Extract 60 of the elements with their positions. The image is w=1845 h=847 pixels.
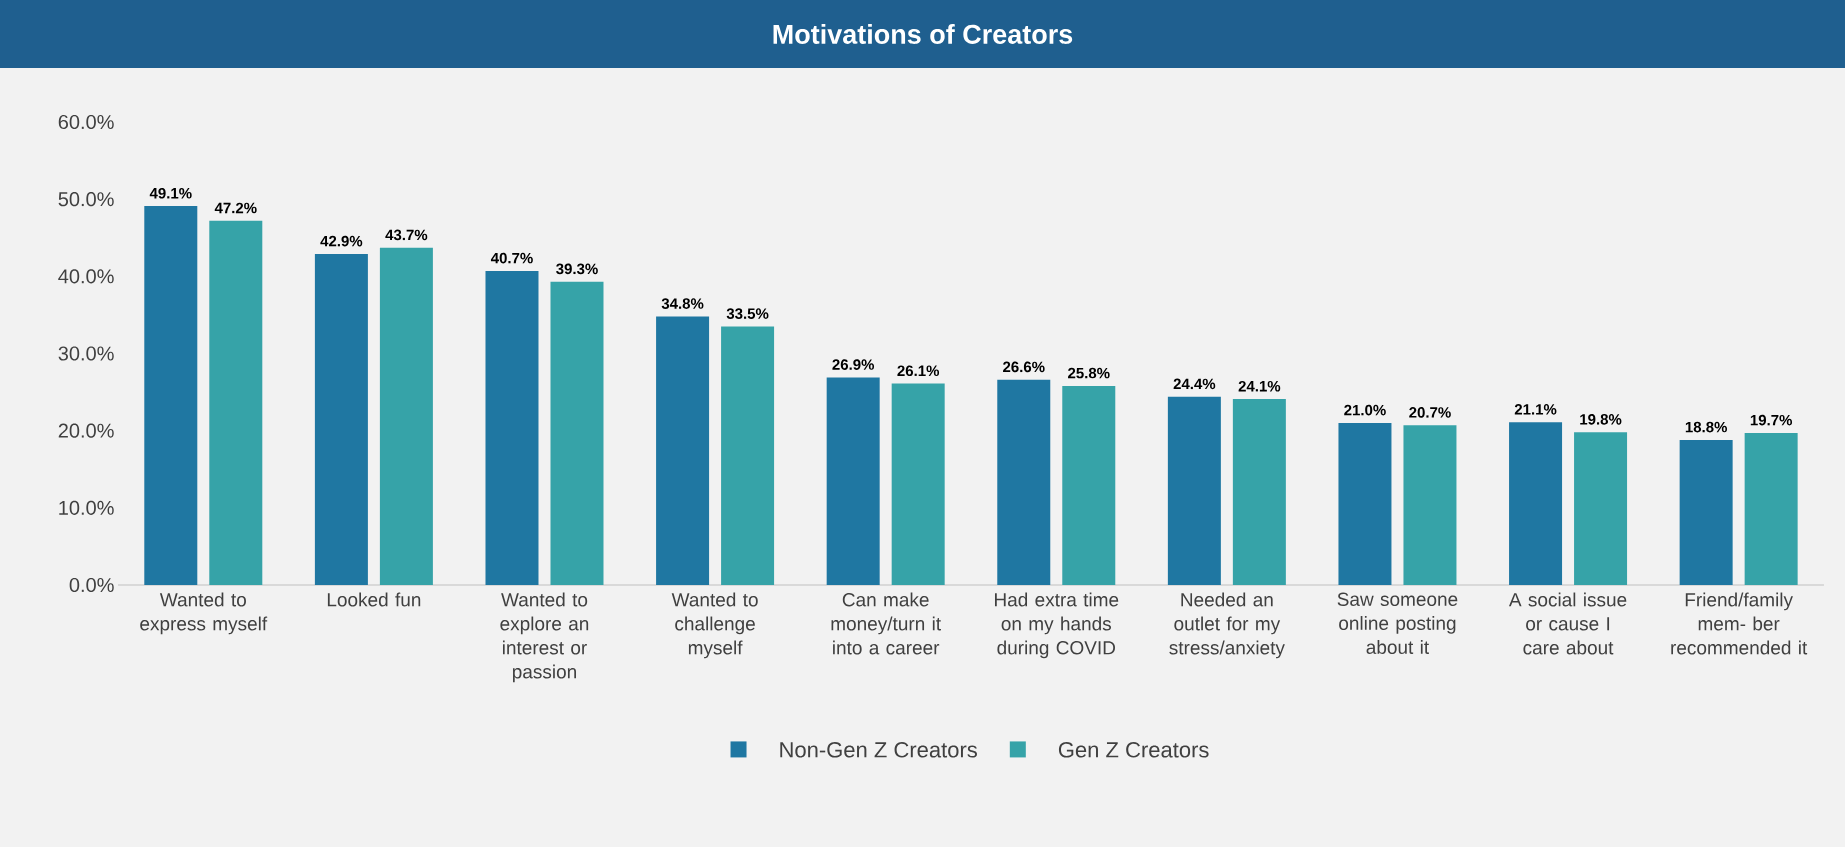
x-tick-label: Wanted to express myself (140, 592, 268, 635)
bar (826, 377, 880, 585)
x-tick-label: Had extra time on my hands during COVID (995, 592, 1119, 659)
bar (1679, 439, 1733, 585)
x-tick-label: Wanted to explore an interest or passion (500, 592, 589, 683)
x-tick-label: A social issue or cause I care about (1508, 592, 1627, 655)
bar (1574, 432, 1628, 585)
data-label: 19.8% (1580, 414, 1622, 425)
x-tick-label: Friend/family mem- ber recommended it (1671, 592, 1808, 655)
x-tick-label: Looked fun (327, 592, 421, 607)
y-tick-label: 20.0% (58, 423, 114, 438)
y-tick-label: 50.0% (58, 192, 114, 207)
bar (550, 281, 604, 585)
bar (1062, 385, 1116, 585)
x-tick-label: Needed an outlet for my stress/anxiety (1169, 592, 1285, 659)
y-tick-label: 30.0% (58, 346, 114, 361)
data-label: 20.7% (1409, 407, 1451, 418)
legend-label: Gen Z Creators (1058, 741, 1209, 758)
bar (314, 253, 368, 585)
y-tick-label: 10.0% (59, 500, 114, 515)
bar (1167, 396, 1221, 585)
data-label: 18.8% (1685, 421, 1728, 433)
data-label: 26.9% (832, 359, 875, 370)
chart-title: Motivations of Creators (773, 24, 1073, 44)
legend-label: Non-Gen Z Creators (780, 741, 977, 758)
bar (997, 379, 1051, 585)
data-label: 26.1% (897, 365, 940, 377)
y-tick-label: 0.0% (69, 577, 114, 593)
bar (1403, 425, 1457, 585)
data-label: 43.7% (385, 229, 428, 241)
bar (656, 316, 710, 585)
bar (144, 206, 198, 585)
bar (485, 270, 539, 585)
data-label: 21.1% (1514, 404, 1557, 415)
data-label: 47.2% (214, 202, 257, 214)
data-label: 24.1% (1238, 380, 1281, 392)
bar (1232, 399, 1286, 585)
x-tick-label: Can make money/turn it into a career (831, 592, 941, 655)
bar (379, 247, 433, 585)
bar (1338, 422, 1392, 585)
data-label: 21.0% (1344, 404, 1386, 416)
bar (209, 220, 263, 585)
data-label: 39.3% (556, 263, 598, 275)
data-label: 40.7% (490, 252, 533, 264)
data-label: 34.8% (661, 298, 704, 309)
x-tick-label: Wanted to challenge myself (671, 592, 758, 659)
data-label: 42.9% (320, 235, 363, 247)
data-label: 49.1% (149, 187, 192, 199)
x-tick-label: Saw someone online posting about it (1337, 592, 1458, 654)
bar (891, 383, 945, 585)
data-label: 33.5% (726, 308, 769, 319)
data-label: 25.8% (1068, 367, 1110, 379)
data-label: 26.6% (1003, 361, 1045, 373)
y-tick-label: 60.0% (58, 114, 114, 130)
bar (721, 326, 775, 585)
bar (1744, 432, 1798, 585)
data-label: 19.7% (1750, 414, 1793, 426)
data-label: 24.4% (1173, 378, 1216, 390)
y-tick-label: 40.0% (58, 269, 114, 284)
bar (1509, 422, 1563, 585)
